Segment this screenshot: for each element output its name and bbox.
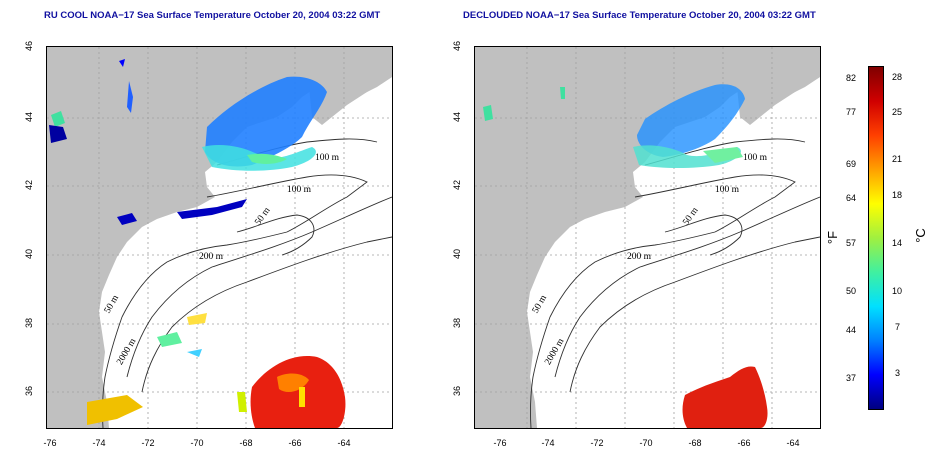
celsius-tick: 25: [892, 107, 903, 117]
lon-tick: -66: [737, 438, 751, 448]
contour-label: 100 m: [715, 185, 740, 195]
lat-tick: 40: [24, 248, 34, 260]
celsius-tick: 14: [892, 238, 903, 248]
celsius-tick: 3: [895, 368, 901, 378]
fahrenheit-tick: 37: [846, 373, 857, 383]
lat-tick: 42: [24, 179, 34, 191]
right-map-panel: 100 m 100 m 50 m 200 m 50 m 2000 m: [474, 46, 821, 429]
lat-tick: 36: [24, 385, 34, 397]
lon-tick: -70: [190, 438, 204, 448]
right-map-title: DECLOUDED NOAA−17 Sea Surface Temperatur…: [463, 10, 816, 21]
land-mass: [47, 47, 392, 428]
lon-tick: -68: [239, 438, 253, 448]
lat-lon-grid: [47, 47, 392, 428]
lon-tick: -66: [288, 438, 302, 448]
bathymetry-contours: [529, 138, 820, 428]
lat-tick: 40: [452, 248, 462, 260]
sst-cool-patches: [483, 84, 745, 168]
lat-tick: 46: [452, 40, 462, 52]
lat-tick: 38: [24, 317, 34, 329]
celsius-tick: 7: [895, 322, 901, 332]
lon-tick: -76: [493, 438, 507, 448]
lon-tick: -64: [337, 438, 351, 448]
celsius-tick: 18: [892, 190, 903, 200]
lon-tick: -68: [688, 438, 702, 448]
lat-tick: 36: [452, 385, 462, 397]
fahrenheit-tick: 82: [846, 73, 857, 83]
sst-cool-patches: [49, 59, 327, 225]
contour-label: 200 m: [199, 252, 224, 262]
sst-warm-patches: [682, 366, 768, 428]
lat-tick: 44: [452, 111, 462, 123]
fahrenheit-tick: 77: [846, 107, 857, 117]
lon-tick: -72: [141, 438, 155, 448]
lon-tick: -74: [92, 438, 106, 448]
celsius-tick: 28: [892, 72, 903, 82]
land-mass: [475, 47, 820, 428]
contour-label: 100 m: [743, 153, 768, 163]
lat-tick: 42: [452, 179, 462, 191]
celsius-tick: 21: [892, 154, 903, 164]
lon-tick: -74: [541, 438, 555, 448]
lat-tick: 44: [24, 111, 34, 123]
lat-lon-grid: [475, 47, 820, 428]
fahrenheit-tick: 44: [846, 325, 857, 335]
sst-warm-patches: [87, 313, 346, 428]
contour-label: 50 m: [681, 205, 701, 227]
fahrenheit-unit: °F: [825, 230, 841, 245]
contour-label: 100 m: [315, 153, 340, 163]
fahrenheit-tick: 57: [846, 238, 857, 248]
contour-label: 200 m: [627, 252, 652, 262]
lon-tick: -64: [786, 438, 800, 448]
contour-label: 50 m: [103, 293, 122, 315]
fahrenheit-tick: 69: [846, 159, 857, 169]
celsius-unit: °C: [912, 228, 928, 243]
contour-label: 100 m: [287, 185, 312, 195]
contour-label: 50 m: [253, 205, 273, 227]
contour-label: 50 m: [531, 293, 550, 315]
left-map-panel: 100 m 100 m 50 m 200 m 50 m 2000 m: [46, 46, 393, 429]
temperature-colorbar: [868, 66, 884, 410]
lat-tick: 46: [24, 40, 34, 52]
fahrenheit-tick: 64: [846, 193, 857, 203]
nova-scotia: [737, 65, 820, 125]
bathymetry-contours: [101, 138, 392, 428]
left-map-title: RU COOL NOAA−17 Sea Surface Temperature …: [44, 10, 381, 21]
lon-tick: -72: [590, 438, 604, 448]
fahrenheit-tick: 50: [846, 286, 857, 296]
left-map-svg: 100 m 100 m 50 m 200 m 50 m 2000 m: [47, 47, 392, 428]
right-map-svg: 100 m 100 m 50 m 200 m 50 m 2000 m: [475, 47, 820, 428]
celsius-tick: 10: [892, 286, 903, 296]
lon-tick: -76: [43, 438, 57, 448]
lon-tick: -70: [639, 438, 653, 448]
nova-scotia: [309, 65, 392, 125]
lat-tick: 38: [452, 317, 462, 329]
